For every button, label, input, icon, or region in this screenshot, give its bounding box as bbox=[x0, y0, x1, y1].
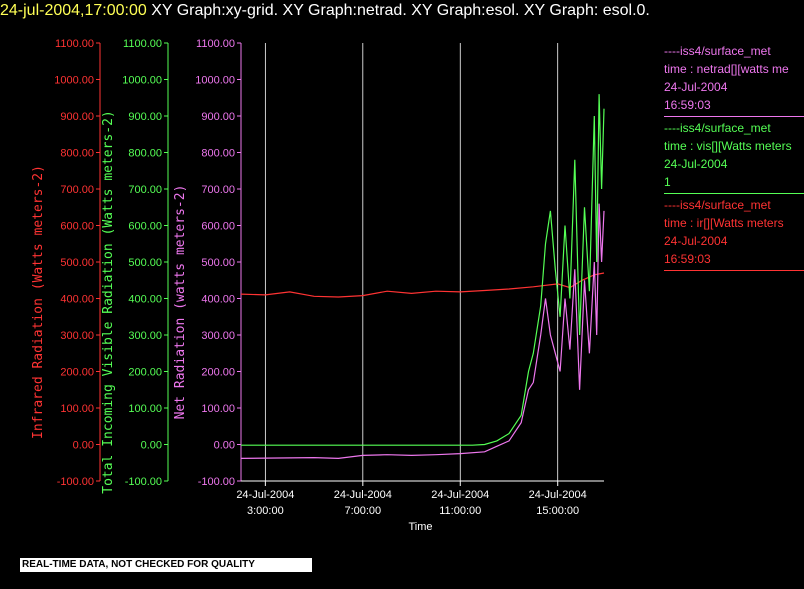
y-tick-label: 1000.00 bbox=[122, 75, 162, 87]
y-tick-label: 900.00 bbox=[128, 111, 162, 123]
x-axis-label: Time bbox=[408, 521, 432, 533]
x-tick-time: 11:00:00 bbox=[439, 505, 481, 517]
y-tick-label: 300.00 bbox=[201, 330, 235, 342]
x-tick-date: 24-Jul-2004 bbox=[334, 489, 392, 501]
y-axis-label: Net Radiation (watts meters-2) bbox=[173, 185, 188, 420]
y-tick-label: 1100.00 bbox=[196, 38, 235, 50]
x-tick-time: 3:00:00 bbox=[247, 505, 284, 517]
y-tick-label: 200.00 bbox=[128, 367, 162, 379]
legend-source: ----iss4/surface_met bbox=[664, 44, 771, 58]
y-tick-label: 800.00 bbox=[201, 148, 235, 160]
legend-extra: 1 bbox=[664, 175, 671, 189]
y-tick-label: 400.00 bbox=[128, 294, 162, 306]
legend-extra: 16:59:03 bbox=[664, 98, 711, 112]
legend-desc: time : vis[][Watts meters bbox=[664, 139, 792, 153]
y-tick-label: 200.00 bbox=[60, 367, 94, 379]
y-tick-label: 1000.00 bbox=[54, 75, 94, 87]
y-axis-label: Infrared Radiation (Watts meters-2) bbox=[31, 165, 46, 439]
y-tick-label: 100.00 bbox=[201, 403, 235, 415]
y-tick-label: 900.00 bbox=[201, 111, 235, 123]
y-tick-label: 700.00 bbox=[128, 184, 162, 196]
x-tick-time: 7:00:00 bbox=[344, 505, 381, 517]
y-tick-label: 1100.00 bbox=[55, 38, 94, 50]
series-net-line bbox=[240, 203, 605, 460]
x-tick-time: 15:00:00 bbox=[536, 505, 579, 517]
y-tick-label: 600.00 bbox=[128, 221, 162, 233]
y-tick-label: 100.00 bbox=[60, 403, 94, 415]
y-tick-label: 400.00 bbox=[201, 294, 235, 306]
series-ir-line bbox=[240, 272, 605, 298]
legend-desc: time : ir[][Watts meters bbox=[664, 216, 784, 230]
y-tick-label: -100.00 bbox=[125, 476, 162, 488]
y-tick-label: -100.00 bbox=[198, 476, 235, 488]
y-tick-label: 500.00 bbox=[60, 257, 94, 269]
x-tick-date: 24-Jul-2004 bbox=[236, 489, 294, 501]
y-tick-label: 1100.00 bbox=[123, 38, 162, 50]
series-vis-line bbox=[241, 94, 605, 446]
legend-date: 24-Jul-2004 bbox=[664, 157, 728, 171]
y-tick-label: 400.00 bbox=[60, 294, 94, 306]
y-tick-label: 800.00 bbox=[128, 148, 162, 160]
y-tick-label: 600.00 bbox=[201, 221, 235, 233]
y-tick-label: 300.00 bbox=[60, 330, 94, 342]
timestamp: 24-jul-2004,17:00:00 bbox=[0, 2, 147, 19]
y-tick-label: 300.00 bbox=[128, 330, 162, 342]
y-tick-label: 0.00 bbox=[141, 440, 162, 452]
quality-disclaimer: REAL-TIME DATA, NOT CHECKED FOR QUALITY bbox=[20, 558, 312, 572]
x-tick-date: 24-Jul-2004 bbox=[529, 489, 587, 501]
legend-date: 24-Jul-2004 bbox=[664, 80, 728, 94]
y-tick-label: 0.00 bbox=[214, 440, 235, 452]
y-axis-label: Total Incoming Visible Radiation (Watts … bbox=[101, 110, 116, 494]
y-tick-label: -100.00 bbox=[57, 476, 94, 488]
legend-source: ----iss4/surface_met bbox=[664, 121, 771, 135]
legend-desc: time : netrad[][watts me bbox=[664, 62, 789, 76]
y-tick-label: 700.00 bbox=[60, 184, 94, 196]
y-tick-label: 800.00 bbox=[60, 148, 94, 160]
legend-source: ----iss4/surface_met bbox=[664, 198, 771, 212]
y-tick-label: 1000.00 bbox=[195, 75, 235, 87]
x-tick-date: 24-Jul-2004 bbox=[431, 489, 489, 501]
legend-extra: 16:59:03 bbox=[664, 252, 711, 266]
legend-date: 24-Jul-2004 bbox=[664, 234, 728, 248]
chart-header: 24-jul-2004,17:00:00 XY Graph:xy-grid. X… bbox=[0, 0, 804, 22]
y-tick-label: 500.00 bbox=[201, 257, 235, 269]
y-tick-label: 200.00 bbox=[201, 367, 235, 379]
y-tick-label: 900.00 bbox=[60, 111, 94, 123]
graph-titles: XY Graph:xy-grid. XY Graph:netrad. XY Gr… bbox=[146, 2, 650, 19]
y-tick-label: 600.00 bbox=[60, 221, 94, 233]
y-tick-label: 100.00 bbox=[128, 403, 162, 415]
y-tick-label: 700.00 bbox=[201, 184, 235, 196]
y-tick-label: 0.00 bbox=[73, 440, 94, 452]
y-tick-label: 500.00 bbox=[128, 257, 162, 269]
